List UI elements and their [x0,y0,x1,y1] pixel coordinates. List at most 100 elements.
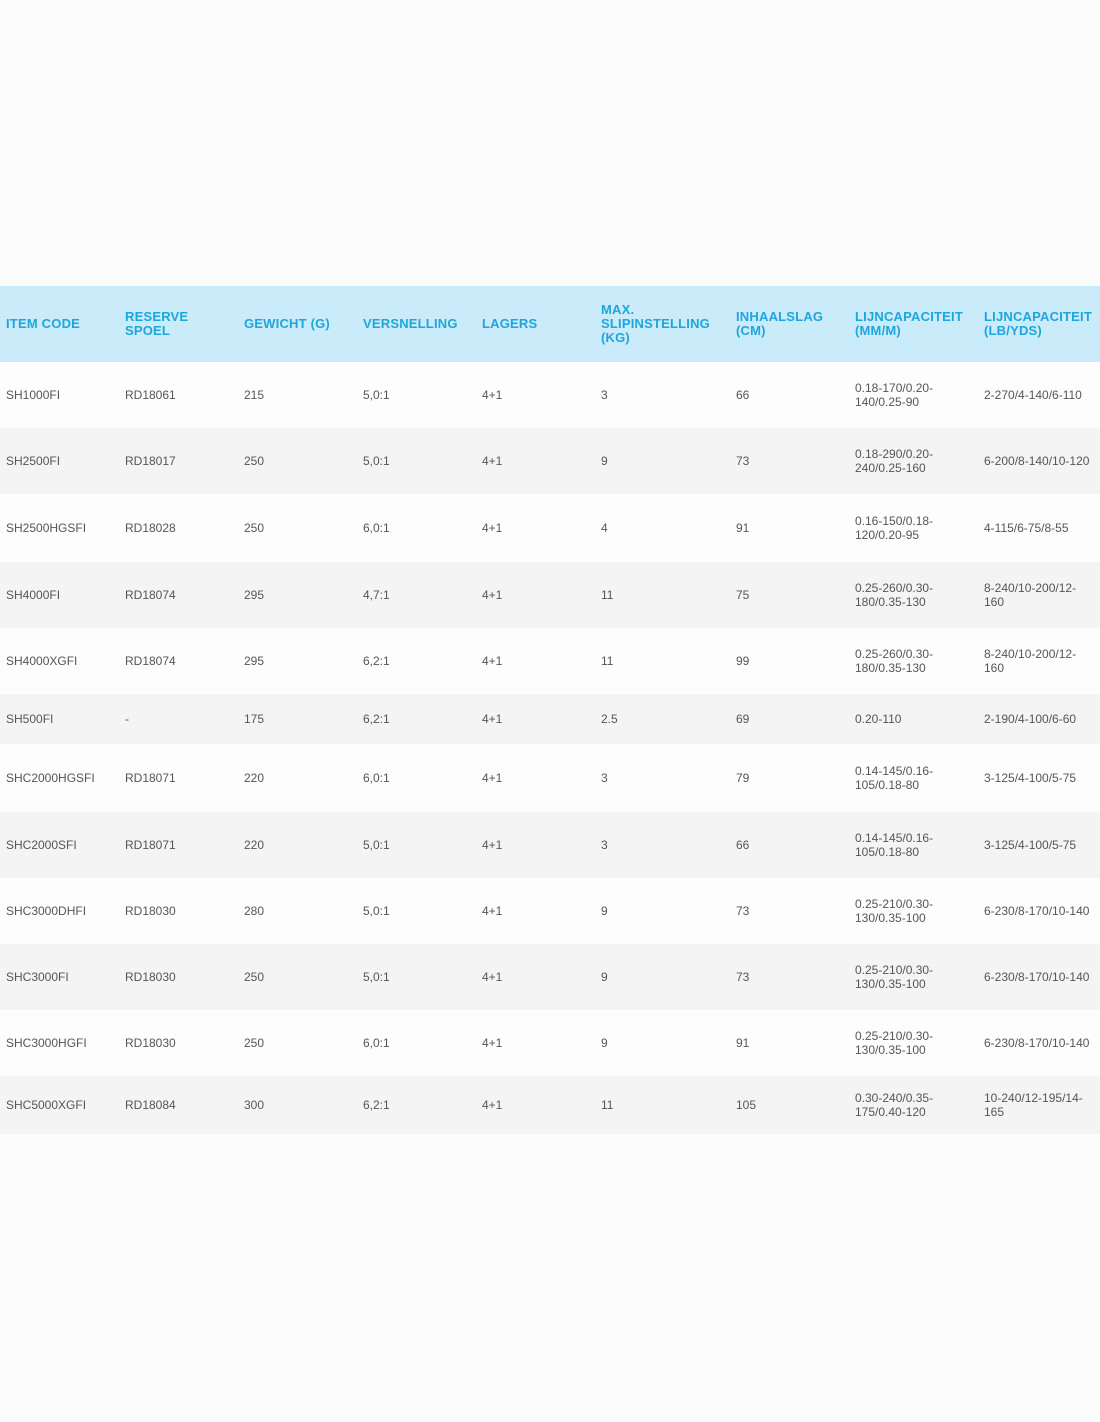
column-header-lijncapaciteit-mm[interactable]: LIJNCAPACITEIT (MM/M) [849,286,978,362]
cell-reserve-spoel: RD18028 [119,494,238,562]
table-row: SHC3000DHFI RD18030 280 5,0:1 4+1 9 73 0.25-210… [0,878,1100,944]
cell-lijncapaciteit-lb: 3-125/4-100/5-75 [978,812,1100,878]
cell-lagers: 4+1 [476,428,595,494]
cell-lagers: 4+1 [476,944,595,1010]
cell-inhaalslag: 79 [730,744,849,812]
cell-reserve-spoel: RD18017 [119,428,238,494]
cell-lijncapaciteit-mm: 0.18-290/0.20-240/0.25-160 [849,428,978,494]
cell-item-code: SHC3000FI [0,944,119,1010]
cell-max-slipinstelling: 3 [595,744,730,812]
cell-inhaalslag: 66 [730,362,849,428]
cell-item-code: SH1000FI [0,362,119,428]
cell-reserve-spoel: RD18074 [119,562,238,628]
column-header-lagers[interactable]: LAGERS [476,286,595,362]
cell-lijncapaciteit-lb: 8-240/10-200/12-160 [978,562,1100,628]
cell-reserve-spoel: RD18084 [119,1076,238,1134]
cell-inhaalslag: 91 [730,494,849,562]
table-row: SH4000FI RD18074 295 4,7:1 4+1 11 75 0.25-260/0… [0,562,1100,628]
column-header-inhaalslag[interactable]: INHAALSLAG (CM) [730,286,849,362]
cell-lijncapaciteit-mm: 0.25-210/0.30-130/0.35-100 [849,944,978,1010]
cell-versnelling: 5,0:1 [357,944,476,1010]
cell-gewicht: 295 [238,562,357,628]
column-header-reserve-spoel[interactable]: RESERVE SPOEL [119,286,238,362]
column-header-gewicht[interactable]: GEWICHT (G) [238,286,357,362]
table-body: SH1000FI RD18061 215 5,0:1 4+1 3 66 0.18-170/0.… [0,362,1100,1134]
cell-lijncapaciteit-mm: 0.18-170/0.20-140/0.25-90 [849,362,978,428]
cell-lijncapaciteit-mm: 0.25-260/0.30-180/0.35-130 [849,628,978,694]
table-row: SH2500FI RD18017 250 5,0:1 4+1 9 73 0.18-290/0.… [0,428,1100,494]
cell-inhaalslag: 99 [730,628,849,694]
cell-item-code: SHC2000HGSFI [0,744,119,812]
cell-lagers: 4+1 [476,878,595,944]
cell-reserve-spoel: RD18030 [119,944,238,1010]
cell-versnelling: 4,7:1 [357,562,476,628]
cell-lijncapaciteit-mm: 0.20-110 [849,694,978,744]
cell-versnelling: 5,0:1 [357,878,476,944]
cell-max-slipinstelling: 9 [595,428,730,494]
table-row: SHC3000FI RD18030 250 5,0:1 4+1 9 73 0.25-210/0… [0,944,1100,1010]
table-row: SHC3000HGFI RD18030 250 6,0:1 4+1 9 91 0.25-210… [0,1010,1100,1076]
cell-inhaalslag: 105 [730,1076,849,1134]
cell-gewicht: 250 [238,944,357,1010]
column-header-versnelling[interactable]: VERSNELLING [357,286,476,362]
cell-item-code: SH4000XGFI [0,628,119,694]
table-row: SH1000FI RD18061 215 5,0:1 4+1 3 66 0.18-170/0.… [0,362,1100,428]
top-blank-area [0,0,1100,286]
cell-inhaalslag: 73 [730,944,849,1010]
cell-item-code: SHC3000DHFI [0,878,119,944]
cell-reserve-spoel: RD18030 [119,1010,238,1076]
column-header-max-slipinstelling[interactable]: MAX. SLIPINSTELLING (KG) [595,286,730,362]
cell-lagers: 4+1 [476,694,595,744]
cell-lagers: 4+1 [476,628,595,694]
cell-inhaalslag: 91 [730,1010,849,1076]
cell-inhaalslag: 66 [730,812,849,878]
cell-lijncapaciteit-mm: 0.25-260/0.30-180/0.35-130 [849,562,978,628]
cell-lijncapaciteit-lb: 10-240/12-195/14-165 [978,1076,1100,1134]
cell-gewicht: 300 [238,1076,357,1134]
cell-inhaalslag: 75 [730,562,849,628]
cell-reserve-spoel: RD18071 [119,744,238,812]
table-header-row: ITEM CODE RESERVE SPOEL GEWICHT (G) VERS… [0,286,1100,362]
cell-lagers: 4+1 [476,744,595,812]
table-row: SHC5000XGFI RD18084 300 6,2:1 4+1 11 105 0.30-2… [0,1076,1100,1134]
cell-max-slipinstelling: 11 [595,628,730,694]
cell-lijncapaciteit-mm: 0.30-240/0.35-175/0.40-120 [849,1076,978,1134]
cell-gewicht: 220 [238,812,357,878]
cell-versnelling: 5,0:1 [357,428,476,494]
cell-item-code: SHC5000XGFI [0,1076,119,1134]
cell-lagers: 4+1 [476,1076,595,1134]
cell-gewicht: 250 [238,1010,357,1076]
cell-item-code: SHC3000HGFI [0,1010,119,1076]
cell-max-slipinstelling: 9 [595,1010,730,1076]
cell-reserve-spoel: RD18030 [119,878,238,944]
cell-versnelling: 6,2:1 [357,694,476,744]
column-header-lijncapaciteit-lb[interactable]: LIJNCAPACITEIT (LB/YDS) [978,286,1100,362]
cell-gewicht: 295 [238,628,357,694]
cell-reserve-spoel: RD18071 [119,812,238,878]
cell-lijncapaciteit-lb: 6-230/8-170/10-140 [978,878,1100,944]
cell-lijncapaciteit-lb: 8-240/10-200/12-160 [978,628,1100,694]
cell-max-slipinstelling: 11 [595,1076,730,1134]
cell-lijncapaciteit-mm: 0.25-210/0.30-130/0.35-100 [849,1010,978,1076]
cell-lagers: 4+1 [476,1010,595,1076]
cell-inhaalslag: 73 [730,878,849,944]
spec-table: ITEM CODE RESERVE SPOEL GEWICHT (G) VERS… [0,286,1100,1134]
cell-max-slipinstelling: 2.5 [595,694,730,744]
table-row: SHC2000SFI RD18071 220 5,0:1 4+1 3 66 0.14-145/… [0,812,1100,878]
cell-lagers: 4+1 [476,812,595,878]
table-row: SH500FI -175 6,2:1 4+1 2.5 69 0.20-110 2-190/4-… [0,694,1100,744]
cell-versnelling: 5,0:1 [357,812,476,878]
cell-gewicht: 215 [238,362,357,428]
cell-gewicht: 280 [238,878,357,944]
cell-gewicht: 175 [238,694,357,744]
cell-max-slipinstelling: 11 [595,562,730,628]
cell-lijncapaciteit-lb: 2-270/4-140/6-110 [978,362,1100,428]
column-header-item-code[interactable]: ITEM CODE [0,286,119,362]
cell-lijncapaciteit-mm: 0.14-145/0.16-105/0.18-80 [849,812,978,878]
cell-max-slipinstelling: 3 [595,812,730,878]
cell-lijncapaciteit-lb: 6-230/8-170/10-140 [978,944,1100,1010]
cell-versnelling: 6,0:1 [357,744,476,812]
cell-versnelling: 5,0:1 [357,362,476,428]
cell-reserve-spoel: RD18061 [119,362,238,428]
cell-lijncapaciteit-lb: 6-200/8-140/10-120 [978,428,1100,494]
